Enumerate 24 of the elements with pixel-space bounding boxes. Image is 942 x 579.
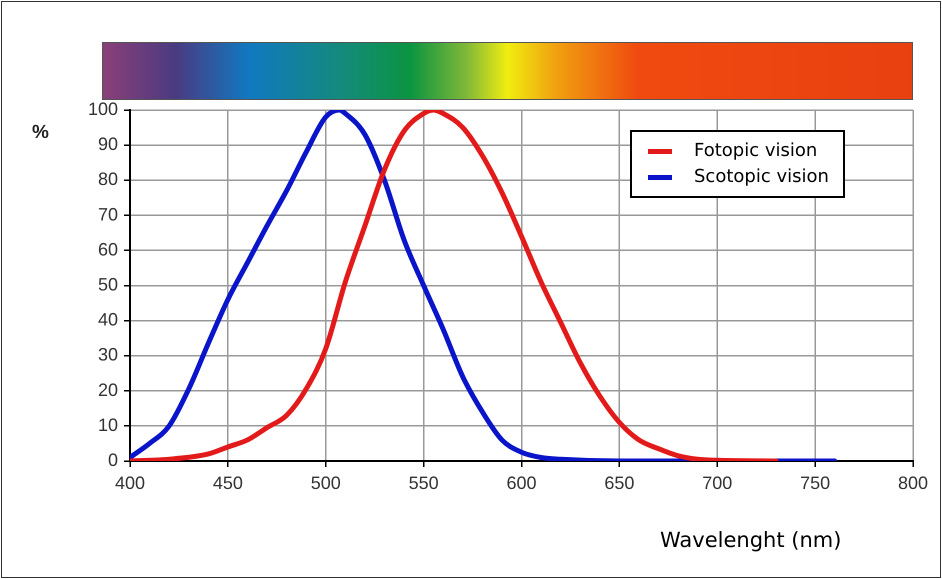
y-tick-label: 20 (98, 380, 118, 400)
x-tick-label: 550 (408, 472, 439, 493)
legend-label: Scotopic vision (694, 165, 829, 189)
y-tick-label: 50 (98, 274, 118, 294)
x-axis-title: Wavelenght (nm) (660, 528, 842, 552)
legend-label: Fotopic vision (694, 139, 818, 163)
y-tick-label: 30 (98, 344, 118, 365)
x-tick-label: 400 (114, 472, 146, 493)
x-tick-label: 650 (604, 472, 634, 493)
x-tick-label: 750 (800, 472, 830, 493)
y-tick-label: 80 (98, 169, 118, 190)
x-tick-label: 450 (212, 472, 243, 493)
y-tick-label: 100 (88, 98, 118, 119)
y-tick-label: 0 (108, 450, 118, 470)
x-tick-label: 600 (506, 472, 537, 493)
y-tick-label: 10 (98, 414, 118, 435)
x-tick-label: 700 (702, 472, 732, 493)
x-tick-label: 800 (898, 472, 928, 493)
y-tick-label: 60 (98, 239, 118, 260)
x-tick-label: 500 (310, 472, 341, 493)
y-tick-label: 90 (98, 134, 118, 154)
y-tick-label: 70 (98, 204, 118, 224)
y-axis-title: % (32, 122, 49, 144)
y-tick-label: 40 (98, 310, 118, 330)
